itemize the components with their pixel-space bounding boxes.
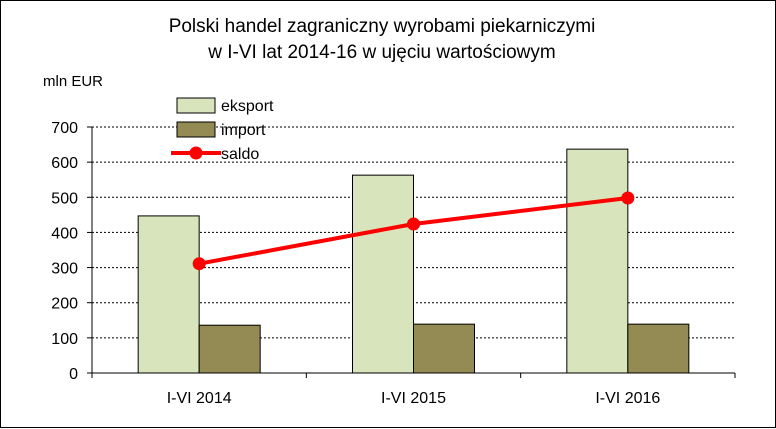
y-tick-label-400: 400 (51, 225, 78, 242)
x-tick-label-0: I-VI 2014 (167, 390, 232, 407)
point-saldo-2 (621, 191, 635, 205)
legend-swatch-eksport (176, 97, 216, 114)
legend-label-eksport: eksport (221, 98, 274, 115)
point-saldo-0 (192, 257, 206, 271)
saldo-line-layer (192, 191, 635, 271)
y-tick-label-500: 500 (51, 190, 78, 207)
bar-import-0 (198, 324, 261, 374)
bar-eksport-2 (566, 148, 629, 374)
y-tick-label-300: 300 (51, 261, 78, 278)
y-tick-label-200: 200 (51, 296, 78, 313)
x-tick-label-2: I-VI 2016 (595, 390, 660, 407)
x-tick-label-1: I-VI 2015 (381, 390, 446, 407)
y-axis-label: mln EUR (43, 73, 103, 90)
legend-label-import: import (221, 122, 266, 139)
legend-label-saldo: saldo (221, 146, 259, 163)
bars (137, 148, 690, 374)
y-tick-label-100: 100 (51, 331, 78, 348)
bar-eksport-0 (137, 215, 200, 374)
chart-title-line2: w I-VI lat 2014-16 w ujęciu wartościowym (207, 42, 555, 63)
chart-title-line1: Polski handel zagraniczny wyrobami pieka… (169, 16, 596, 37)
y-tick-label-0: 0 (69, 366, 78, 383)
bar-import-1 (413, 323, 475, 374)
legend-marker-saldo (189, 146, 203, 160)
legend: eksport import saldo (171, 97, 274, 163)
legend-swatch-import (176, 121, 216, 138)
y-tick-label-600: 600 (51, 155, 78, 172)
bar-eksport-1 (352, 174, 414, 374)
axes: 0 100 200 300 400 500 600 700 I-VI 2014 I-VI 2015… (51, 120, 736, 407)
point-saldo-1 (407, 217, 420, 231)
bar-import-2 (627, 323, 690, 374)
y-tick-label-700: 700 (51, 120, 78, 137)
